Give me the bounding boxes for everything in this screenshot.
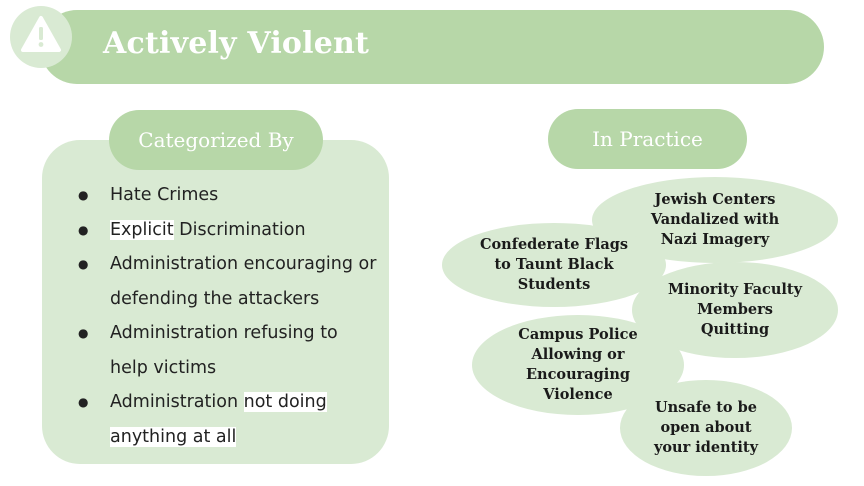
warning-icon bbox=[21, 16, 61, 52]
bubble-line: Unsafe to be bbox=[654, 399, 758, 416]
list-item: Administration encouraging or defending … bbox=[78, 247, 378, 316]
bubble-line: Encouraging bbox=[526, 366, 630, 383]
bubble-line: Nazi Imagery bbox=[660, 231, 770, 248]
item-text-highlight: Explicit bbox=[110, 219, 174, 240]
bubble-line: Allowing or bbox=[531, 346, 625, 363]
list-item: Explicit Discrimination bbox=[78, 213, 378, 248]
item-text: Administration encouraging or defending … bbox=[110, 254, 377, 309]
bubble-line: Students bbox=[517, 276, 591, 293]
bubble-line: Jewish Centers bbox=[654, 191, 776, 208]
bubble-line: Vandalized with bbox=[650, 211, 780, 228]
category-list: Hate Crimes Explicit Discrimination Admi… bbox=[78, 178, 378, 454]
bubble-line: Confederate Flags bbox=[479, 236, 629, 253]
example-bubble: Campus Police Allowing or Encouraging Vi… bbox=[472, 315, 684, 415]
example-bubble: Confederate Flags to Taunt Black Student… bbox=[442, 223, 666, 307]
page-title: Actively Violent bbox=[103, 26, 370, 61]
item-text: Discrimination bbox=[173, 219, 306, 240]
bubble-line: Violence bbox=[543, 386, 613, 403]
categorized-by-heading: Categorized By bbox=[109, 110, 323, 170]
bubble-line: Minority Faculty bbox=[668, 281, 802, 298]
bubble-line: Campus Police bbox=[518, 326, 638, 343]
bubble-line: Members bbox=[697, 301, 773, 318]
item-text: Hate Crimes bbox=[110, 185, 219, 205]
in-practice-heading: In Practice bbox=[548, 109, 747, 169]
bubble-line: Quitting bbox=[700, 321, 770, 338]
warning-badge bbox=[10, 6, 72, 68]
list-item: Hate Crimes bbox=[78, 178, 378, 213]
list-item: Administration not doing anything at all bbox=[78, 385, 378, 454]
item-text: Administration bbox=[110, 392, 244, 412]
list-item: Administration refusing to help victims bbox=[78, 316, 378, 385]
item-text: Administration refusing to help victims bbox=[110, 323, 338, 378]
bubble-line: open about bbox=[660, 419, 752, 436]
title-bar bbox=[40, 10, 824, 84]
bubble-line: to Taunt Black bbox=[494, 256, 614, 273]
bubble-line: your identity bbox=[653, 439, 759, 456]
